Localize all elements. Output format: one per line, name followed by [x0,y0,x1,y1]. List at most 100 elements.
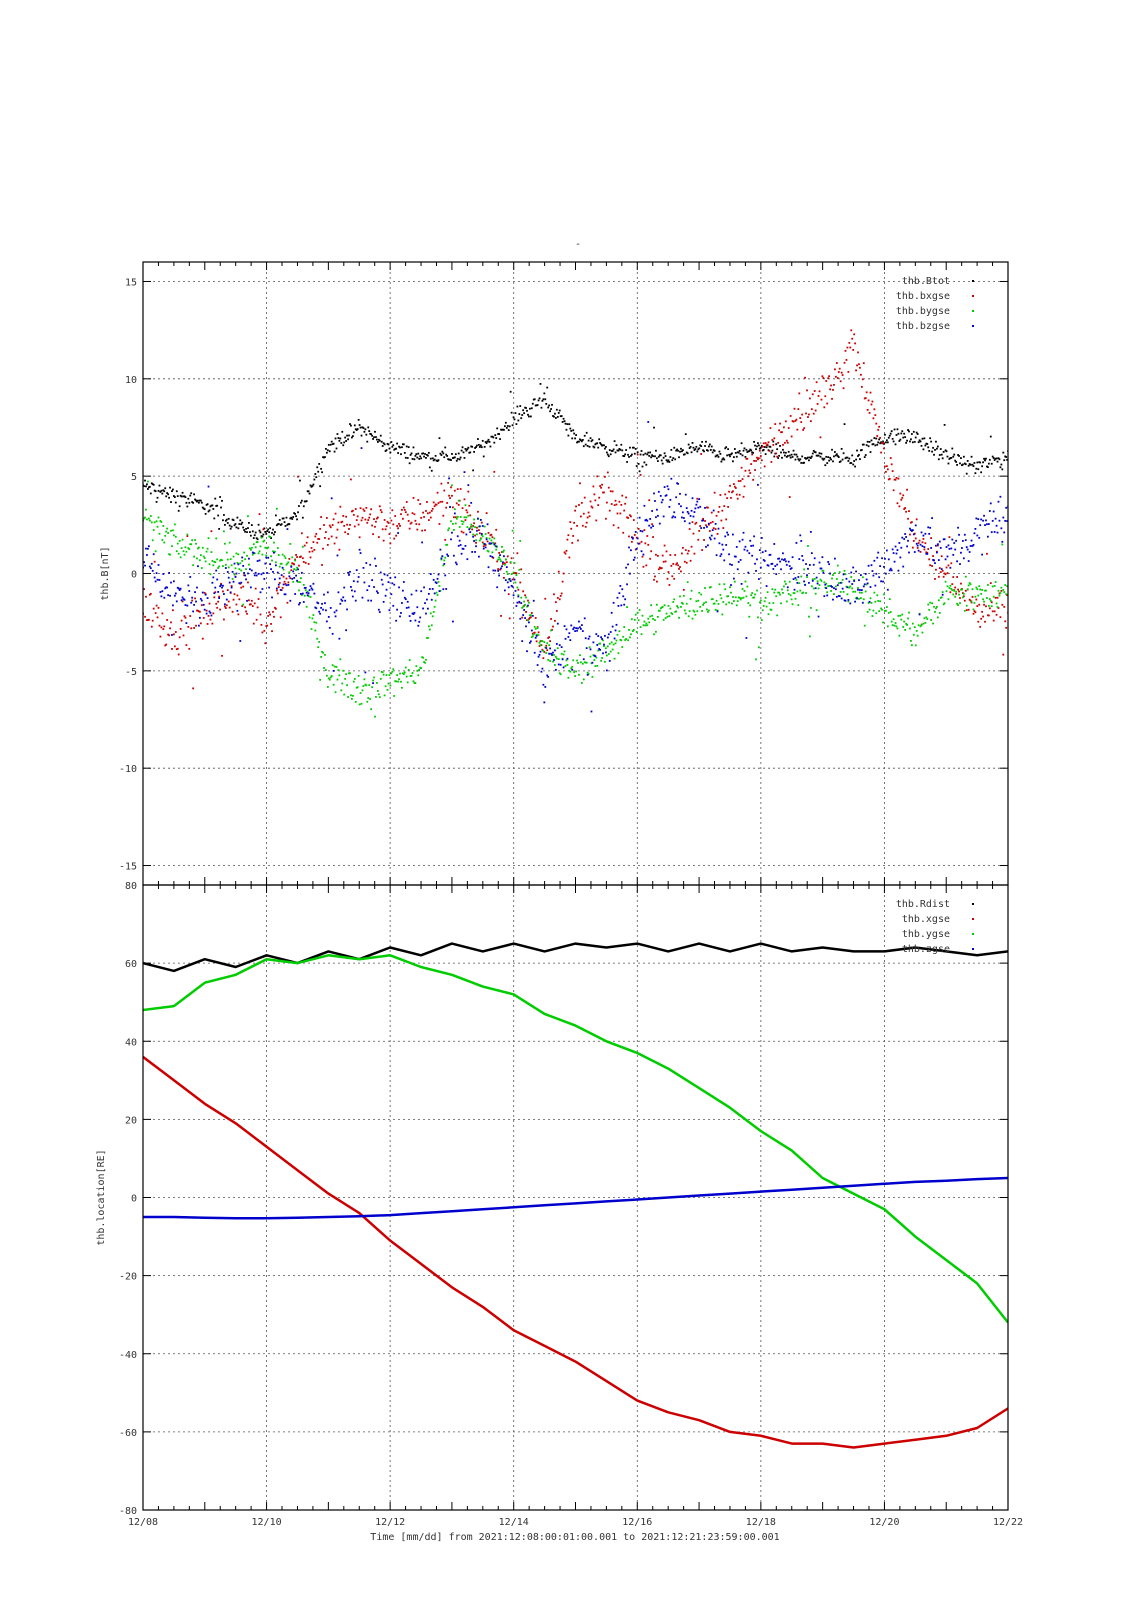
data-point [517,595,520,598]
data-point [988,458,991,461]
data-point [459,544,462,546]
data-point [259,545,262,548]
data-point [569,427,572,430]
data-point [199,597,202,600]
data-point [206,547,209,550]
data-point [669,456,672,458]
data-point [906,488,908,491]
data-point [605,517,607,520]
data-point [858,453,860,456]
data-point [330,675,333,677]
legend-entry-label: thb.bzgse [896,321,950,332]
data-point [999,592,1002,594]
data-point [325,620,328,623]
data-point [532,633,535,636]
data-point [753,535,755,538]
data-point [600,486,602,489]
data-point [171,648,173,650]
data-point [797,604,800,606]
data-point [716,454,719,457]
data-point [242,565,245,567]
data-point [965,609,968,611]
data-point [261,535,264,538]
data-point [907,429,909,431]
data-point [823,581,826,584]
data-point [477,510,479,513]
data-point [497,569,500,572]
data-point [900,432,903,435]
data-point [850,576,853,578]
data-point [160,595,163,598]
data-point [986,465,988,468]
data-point [427,625,430,628]
data-point [601,444,603,447]
data-point [757,442,759,445]
data-point [728,453,730,456]
data-point [813,451,816,453]
data-point [359,426,362,429]
data-point [200,604,203,607]
data-point [664,494,667,497]
data-point [603,491,605,494]
data-point [658,454,661,457]
data-point [773,543,776,545]
data-point [270,623,272,625]
data-point [588,445,591,448]
data-point [924,542,927,545]
data-point [464,448,467,450]
data-point [436,577,439,580]
data-point [887,478,890,481]
data-point [1002,653,1005,656]
data-point [734,487,737,489]
data-point [689,559,692,562]
data-point [514,581,517,584]
data-point [891,548,894,551]
data-point [726,531,729,534]
data-point [832,574,834,576]
data-point [511,578,514,581]
data-point [407,446,410,449]
data-point [324,536,326,539]
data-point [554,417,557,419]
data-point [515,572,518,575]
data-point [225,598,228,601]
data-point [907,539,909,542]
data-point [196,500,198,503]
data-point [297,475,299,478]
data-point [240,581,243,584]
data-point [579,482,581,485]
data-point [1002,516,1005,519]
data-point [663,452,666,455]
data-point [316,601,319,604]
data-point [682,588,685,591]
data-point [404,456,407,459]
data-point [699,444,702,447]
data-point [820,579,823,582]
data-point [249,568,251,571]
data-point [431,507,434,510]
legend-entry-label: thb.Btot [902,276,950,287]
data-point [247,527,249,529]
data-point [568,632,571,635]
data-point [794,577,797,579]
data-point [839,581,842,584]
data-point [841,578,844,581]
data-point [956,576,959,578]
data-point [738,449,741,452]
data-point [605,501,608,504]
data-point [783,441,786,444]
data-point [846,346,849,349]
data-point [848,580,851,583]
data-point [775,595,778,598]
data-point [473,450,475,453]
data-point [190,601,193,604]
data-point [427,454,429,457]
data-point [638,516,641,519]
data-point [694,522,697,525]
data-point [899,438,902,441]
data-point [484,544,487,546]
data-point [962,455,965,458]
data-point [190,492,193,495]
data-point [883,565,885,568]
data-point [241,560,244,562]
